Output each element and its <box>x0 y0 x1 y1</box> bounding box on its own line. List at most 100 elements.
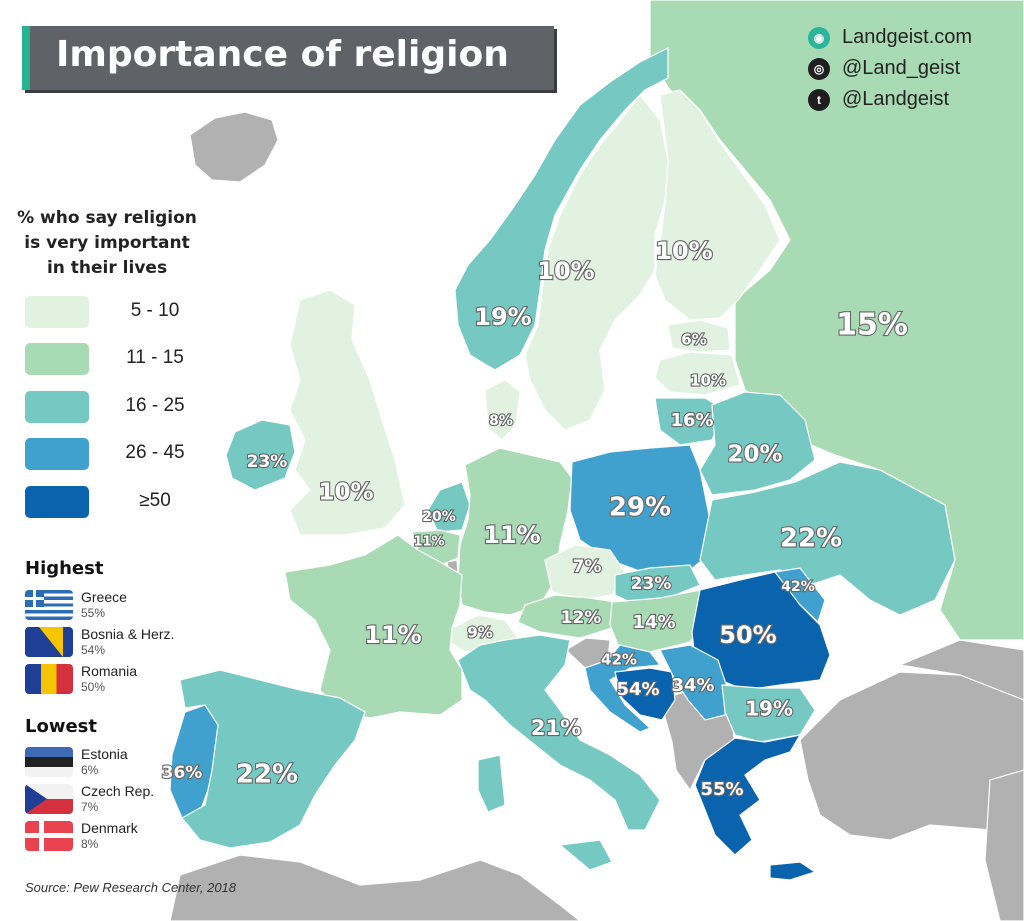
value-label-norway: 19% <box>474 303 531 331</box>
rank-value: 6% <box>81 763 99 777</box>
rank-value: 50% <box>81 680 106 694</box>
country-finland <box>654 89 781 321</box>
value-label-greece: 55% <box>700 779 743 800</box>
value-label-switzerland: 9% <box>467 624 492 642</box>
value-label-denmark: 8% <box>489 413 513 429</box>
country-hungary <box>609 589 713 653</box>
value-label-russia: 15% <box>836 308 908 343</box>
legend-bin: 11 - 15 <box>25 343 205 375</box>
value-label-ukraine: 22% <box>780 524 842 554</box>
value-label-belgium: 11% <box>413 535 444 550</box>
value-label-netherlands: 20% <box>422 509 456 525</box>
country-spain <box>179 669 366 849</box>
caucasus-shape <box>897 639 1024 701</box>
rank-name: Romania <box>81 663 138 679</box>
legend-swatch <box>25 438 89 470</box>
value-label-finland: 10% <box>655 237 712 265</box>
value-label-france: 11% <box>364 621 421 649</box>
value-label-italy: 21% <box>531 716 581 740</box>
value-label-portugal: 36% <box>162 763 203 783</box>
rank-name: Denmark <box>81 820 138 836</box>
rank-name: Greece <box>81 589 127 605</box>
country-greece <box>694 734 817 881</box>
value-label-serbia: 34% <box>671 675 714 696</box>
value-label-croatia: 42% <box>601 651 637 669</box>
value-label-austria: 12% <box>561 608 602 628</box>
legend-label: 11 - 15 <box>126 347 184 368</box>
rank-value: 54% <box>81 643 106 657</box>
legend-bin: 26 - 45 <box>25 438 205 470</box>
legend-bin: 5 - 10 <box>25 296 205 328</box>
lowest-item: Denmark 8% <box>25 819 205 855</box>
rank-value: 7% <box>81 800 99 814</box>
country-serbia <box>659 644 729 721</box>
value-label-poland: 29% <box>609 493 671 523</box>
title-banner: Importance of religion <box>22 26 554 90</box>
estonia-flag-icon <box>25 747 73 777</box>
slovenia-shape <box>565 637 611 669</box>
country-lithuania <box>654 397 726 446</box>
value-label-latvia: 10% <box>690 372 726 390</box>
middle-east-shape <box>984 769 1024 921</box>
value-label-hungary: 14% <box>632 612 675 633</box>
legend-bin: 16 - 25 <box>25 391 205 423</box>
rank-name: Czech Rep. <box>81 783 155 799</box>
lowest-item: Czech Rep. 7% <box>25 782 205 818</box>
twitter-icon: t <box>808 88 830 111</box>
value-label-spain: 22% <box>236 760 298 790</box>
country-ireland <box>225 419 296 491</box>
greece-flag-icon <box>25 590 73 620</box>
value-label-germany: 11% <box>483 521 540 549</box>
value-label-bosnia: 54% <box>616 679 659 700</box>
legend-label: 5 - 10 <box>130 300 180 321</box>
legend-swatch <box>25 296 89 328</box>
legend-swatch <box>25 391 89 423</box>
value-label-belarus: 20% <box>727 442 782 468</box>
credit-website[interactable]: ◉ Landgeist.com <box>808 22 972 53</box>
credit-twitter-text: @Landgeist <box>842 88 950 110</box>
legend-label: 16 - 25 <box>125 395 185 416</box>
north-africa-shape <box>169 854 581 921</box>
rank-name: Estonia <box>81 746 128 762</box>
credits: ◉ Landgeist.com ◎ @Land_geist t @Landgei… <box>808 22 972 115</box>
credit-twitter[interactable]: t @Landgeist <box>808 84 972 115</box>
country-estonia <box>667 319 731 353</box>
legend-label: ≥50 <box>139 490 171 511</box>
credit-instagram[interactable]: ◎ @Land_geist <box>808 53 972 84</box>
country-ukraine <box>699 461 956 616</box>
highest-heading: Highest <box>25 558 104 579</box>
no-data-regions <box>169 111 1024 921</box>
legend-title-line: in their lives <box>46 258 168 278</box>
source-note: Source: Pew Research Center, 2018 <box>25 880 237 895</box>
value-label-estonia: 6% <box>681 331 706 349</box>
value-label-sweden: 10% <box>537 257 594 285</box>
country-belarus <box>699 391 816 496</box>
country-slovakia <box>614 564 701 603</box>
country-russia <box>649 0 1024 641</box>
credit-instagram-text: @Land_geist <box>842 57 961 79</box>
value-label-united-kingdom: 10% <box>318 480 373 506</box>
legend-swatch <box>25 343 89 375</box>
page-title: Importance of religion <box>56 34 509 75</box>
legend-label: 26 - 45 <box>125 442 185 463</box>
lowest-item: Estonia 6% <box>25 745 205 781</box>
country-bosnia <box>614 667 676 721</box>
highest-item: Bosnia & Herz. 54% <box>25 625 205 661</box>
rank-value: 8% <box>81 837 99 851</box>
highest-item: Greece 55% <box>25 588 205 624</box>
value-label-slovakia: 23% <box>631 574 672 594</box>
value-label-romania: 50% <box>719 621 776 649</box>
globe-icon: ◉ <box>808 26 830 49</box>
country-italy <box>457 634 661 871</box>
romania-flag-icon <box>25 664 73 694</box>
legend-title-line: % who say religion <box>17 208 197 228</box>
value-label-czech-republic: 7% <box>573 557 602 577</box>
legend-bin: ≥50 <box>25 486 205 518</box>
country-croatia <box>584 644 662 733</box>
denmark-flag-icon <box>25 821 73 851</box>
credit-website-text: Landgeist.com <box>842 26 973 48</box>
rank-name: Bosnia & Herz. <box>81 626 175 642</box>
country-denmark <box>484 379 521 441</box>
legend-title: % who say religion is very important in … <box>8 206 206 281</box>
